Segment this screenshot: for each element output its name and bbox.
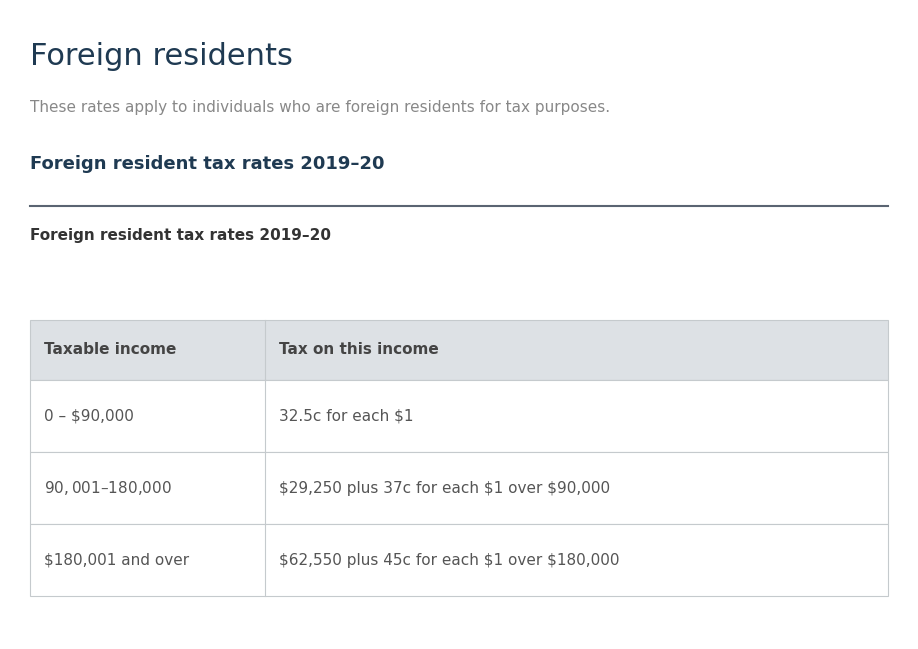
Bar [30,380,888,452]
Text: These rates apply to individuals who are foreign residents for tax purposes.: These rates apply to individuals who are… [30,100,610,115]
Text: Foreign resident tax rates 2019–20: Foreign resident tax rates 2019–20 [30,155,385,173]
Text: 32.5c for each $1: 32.5c for each $1 [279,408,413,424]
Text: $180,001 and over: $180,001 and over [44,552,189,567]
Bar [30,524,888,596]
Bar [30,452,888,524]
Text: Tax on this income: Tax on this income [279,343,439,358]
Text: $62,550 plus 45c for each $1 over $180,000: $62,550 plus 45c for each $1 over $180,0… [279,552,620,567]
Text: Foreign residents: Foreign residents [30,42,293,71]
Text: $29,250 plus 37c for each $1 over $90,000: $29,250 plus 37c for each $1 over $90,00… [279,480,610,495]
Text: 0 – $90,000: 0 – $90,000 [44,408,134,424]
Text: Taxable income: Taxable income [44,343,176,358]
Text: Foreign resident tax rates 2019–20: Foreign resident tax rates 2019–20 [30,228,331,243]
Text: $90,001 – $180,000: $90,001 – $180,000 [44,479,172,497]
Bar [30,320,888,380]
